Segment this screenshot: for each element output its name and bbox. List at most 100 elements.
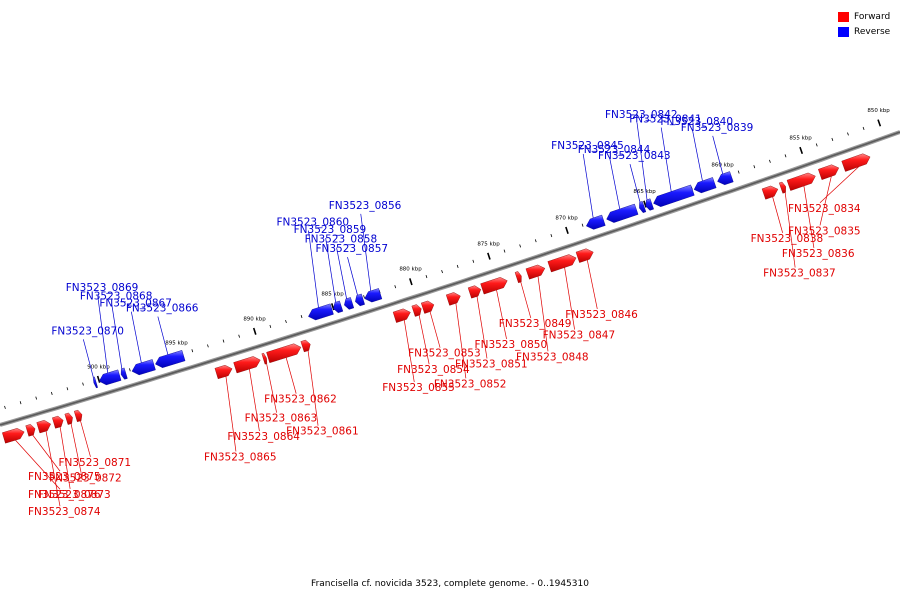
gene-label[interactable]: FN3523_0854 <box>397 364 470 376</box>
gene-FN3523_0841[interactable] <box>653 184 695 207</box>
gene-label[interactable]: FN3523_0865 <box>204 451 277 463</box>
minor-tick <box>425 275 428 279</box>
gene-FN3523_0844[interactable] <box>606 203 639 223</box>
gene-FN3523_0847[interactable] <box>547 254 577 273</box>
gene-label[interactable]: FN3523_0876 <box>28 489 101 501</box>
gene-label[interactable]: FN3523_0847 <box>543 330 616 342</box>
gene-FN3523_0850[interactable] <box>480 277 508 295</box>
gene-FN3523_0855[interactable] <box>392 308 411 323</box>
gene-label[interactable]: FN3523_0873 <box>38 489 111 501</box>
legend-forward: Forward <box>838 9 900 24</box>
gene-label[interactable]: FN3523_0839 <box>681 122 754 134</box>
gene-FN3523_0839[interactable] <box>717 171 734 186</box>
gene-FN3523_0871[interactable] <box>73 409 83 423</box>
leader-line <box>429 311 441 348</box>
gene-label[interactable]: FN3523_0857 <box>315 243 388 255</box>
gene-label[interactable]: FN3523_0869 <box>66 282 139 294</box>
gene-FN3523_0875[interactable] <box>25 424 36 437</box>
leader-line <box>582 153 594 218</box>
gene-label[interactable]: FN3523_0846 <box>565 309 638 321</box>
gene-label[interactable]: FN3523_0844 <box>578 144 651 156</box>
gene-label[interactable]: FN3523_0856 <box>329 200 402 212</box>
gene-label[interactable]: FN3523_0858 <box>305 234 378 246</box>
gene-label[interactable]: FN3523_0868 <box>80 291 153 303</box>
gene-label[interactable]: FN3523_0870 <box>51 325 124 337</box>
legend-reverse: Reverse <box>838 24 900 39</box>
gene-FN3523_0853[interactable] <box>420 300 435 314</box>
gene-label[interactable]: FN3523_0838 <box>751 233 824 245</box>
gene-FN3523_0840[interactable] <box>693 177 717 194</box>
gene-label[interactable]: FN3523_0852 <box>434 378 507 390</box>
gene-label[interactable]: FN3523_0867 <box>99 298 172 310</box>
gene-label[interactable]: FN3523_0863 <box>245 413 318 425</box>
gene-label[interactable]: FN3523_0875 <box>28 471 101 483</box>
gene-FN3523_0858[interactable] <box>344 297 355 310</box>
leader-line <box>225 376 237 452</box>
gene-FN3523_0865[interactable] <box>214 364 233 380</box>
gene-label[interactable]: FN3523_0843 <box>598 150 671 162</box>
minor-tick <box>19 401 22 405</box>
gene-FN3523_0838[interactable] <box>761 185 779 200</box>
gene-FN3523_0863[interactable] <box>261 352 268 365</box>
gene-label[interactable]: FN3523_0874 <box>28 506 101 518</box>
gene-label[interactable]: FN3523_0872 <box>49 473 122 485</box>
gene-FN3523_0842[interactable] <box>645 198 654 211</box>
gene-label[interactable]: FN3523_0834 <box>788 203 861 215</box>
gene-label[interactable]: FN3523_0862 <box>264 394 337 406</box>
gene-FN3523_0859[interactable] <box>333 300 344 314</box>
gene-FN3523_0860[interactable] <box>308 303 334 321</box>
gene-FN3523_0868[interactable] <box>120 367 128 380</box>
gene-FN3523_0845[interactable] <box>586 214 606 230</box>
gene-label[interactable]: FN3523_0845 <box>551 140 624 152</box>
gene-FN3523_0834[interactable] <box>841 153 871 172</box>
gene-label[interactable]: FN3523_0842 <box>605 109 678 121</box>
gene-label[interactable]: FN3523_0851 <box>455 358 528 370</box>
gene-label[interactable]: FN3523_0855 <box>382 382 455 394</box>
gene-label[interactable]: FN3523_0861 <box>286 426 359 438</box>
gene-label[interactable]: FN3523_0853 <box>408 348 481 360</box>
gene-FN3523_0854[interactable] <box>411 304 422 317</box>
minor-tick <box>550 234 553 238</box>
minor-tick <box>581 223 584 227</box>
minor-tick <box>862 126 865 131</box>
gene-label[interactable]: FN3523_0864 <box>227 431 300 443</box>
gene-FN3523_0864[interactable] <box>233 356 261 374</box>
gene-FN3523_0869[interactable] <box>98 369 122 386</box>
gene-label[interactable]: FN3523_0836 <box>782 248 855 260</box>
leader-line <box>520 281 532 319</box>
gene-FN3523_0848[interactable] <box>525 264 546 280</box>
gene-FN3523_0857[interactable] <box>355 293 365 307</box>
gene-label[interactable]: FN3523_0835 <box>788 225 861 237</box>
gene-label[interactable]: FN3523_0840 <box>660 116 733 128</box>
gene-FN3523_0856[interactable] <box>364 288 383 303</box>
gene-FN3523_0866[interactable] <box>155 350 186 368</box>
gene-FN3523_0851[interactable] <box>467 285 482 299</box>
gene-FN3523_0861[interactable] <box>300 339 311 353</box>
gene-FN3523_0862[interactable] <box>266 343 302 364</box>
gene-label[interactable]: FN3523_0866 <box>126 303 199 315</box>
gene-label[interactable]: FN3523_0849 <box>499 318 572 330</box>
gene-FN3523_0872[interactable] <box>64 412 73 425</box>
gene-FN3523_0867[interactable] <box>131 359 156 376</box>
gene-label[interactable]: FN3523_0850 <box>475 339 548 351</box>
gene-FN3523_0874[interactable] <box>36 419 51 434</box>
gene-FN3523_0843[interactable] <box>639 201 647 213</box>
gene-label[interactable]: FN3523_0871 <box>58 457 131 469</box>
gene-label[interactable]: FN3523_0860 <box>276 217 349 229</box>
gene-FN3523_0876[interactable] <box>2 428 25 444</box>
gene-FN3523_0849[interactable] <box>514 271 522 284</box>
gene-FN3523_0846[interactable] <box>575 248 594 263</box>
gene-label[interactable]: FN3523_0859 <box>294 224 367 236</box>
gene-FN3523_0852[interactable] <box>445 292 461 306</box>
gene-label[interactable]: FN3523_0841 <box>629 114 702 126</box>
gene-FN3523_0873[interactable] <box>52 415 64 429</box>
gene-FN3523_0870[interactable] <box>92 376 98 389</box>
leader-line <box>537 276 549 352</box>
leader-line <box>712 135 724 174</box>
gene-FN3523_0837[interactable] <box>778 181 786 194</box>
gene-FN3523_0836[interactable] <box>786 172 816 191</box>
gene-FN3523_0835[interactable] <box>818 164 840 180</box>
gene-label[interactable]: FN3523_0837 <box>763 268 836 280</box>
gene-label[interactable]: FN3523_0848 <box>516 351 589 363</box>
